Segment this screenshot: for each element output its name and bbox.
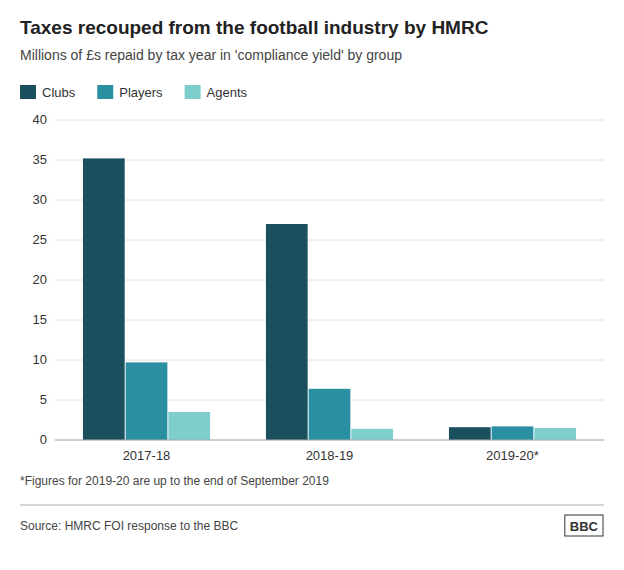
x-tick-label: 2019-20* xyxy=(486,448,539,463)
y-tick-label: 35 xyxy=(33,152,47,167)
bar xyxy=(266,224,308,440)
grid-line xyxy=(55,280,604,281)
y-tick-label: 30 xyxy=(33,192,47,207)
grid-line xyxy=(55,320,604,321)
y-tick-label: 20 xyxy=(33,272,47,287)
bar xyxy=(168,412,210,440)
source: Source: HMRC FOI response to the BBC xyxy=(20,519,238,533)
bars xyxy=(83,158,576,440)
legend-swatch xyxy=(97,85,113,99)
grid-line xyxy=(55,160,604,161)
grid-line xyxy=(55,360,604,361)
logo: BBC xyxy=(570,519,599,534)
x-axis-line xyxy=(55,440,604,441)
y-tick-label: 10 xyxy=(33,352,47,367)
title: Taxes recouped from the football industr… xyxy=(20,17,489,38)
grid-line xyxy=(55,200,604,201)
legend-swatch xyxy=(20,85,36,99)
y-tick-label: 25 xyxy=(33,232,47,247)
bar xyxy=(126,362,168,440)
bar xyxy=(309,389,351,440)
legend-label: Agents xyxy=(207,85,248,100)
x-tick-label: 2017-18 xyxy=(123,448,171,463)
y-tick-label: 0 xyxy=(40,432,47,447)
footnote: *Figures for 2019-20 are up to the end o… xyxy=(20,474,329,488)
y-tick-label: 5 xyxy=(40,392,47,407)
bar xyxy=(351,429,393,440)
legend-label: Clubs xyxy=(42,85,76,100)
x-tick-label: 2018-19 xyxy=(306,448,354,463)
bar xyxy=(83,158,125,440)
legend-swatch xyxy=(185,85,201,99)
grid-line xyxy=(55,240,604,241)
bar xyxy=(534,428,576,440)
y-tick-label: 15 xyxy=(33,312,47,327)
separator xyxy=(20,505,604,506)
subtitle: Millions of £s repaid by tax year in 'co… xyxy=(20,47,402,63)
bar xyxy=(449,427,491,440)
legend: Clubs Players Agents xyxy=(20,85,248,100)
grid xyxy=(55,120,604,440)
page: {"chart_data": {"type": "bar", "title": … xyxy=(0,0,624,570)
legend-label: Players xyxy=(119,85,163,100)
y-axis: 0 5 10 15 20 25 30 35 40 xyxy=(33,112,47,447)
grid-line xyxy=(55,120,604,121)
grid-line xyxy=(55,440,604,441)
logo-box xyxy=(565,515,603,536)
chart: Taxes recouped from the football industr… xyxy=(0,0,624,570)
x-axis: 2017-18 2018-19 2019-20* xyxy=(55,440,604,463)
bar xyxy=(492,426,534,440)
y-tick-label: 40 xyxy=(33,112,47,127)
